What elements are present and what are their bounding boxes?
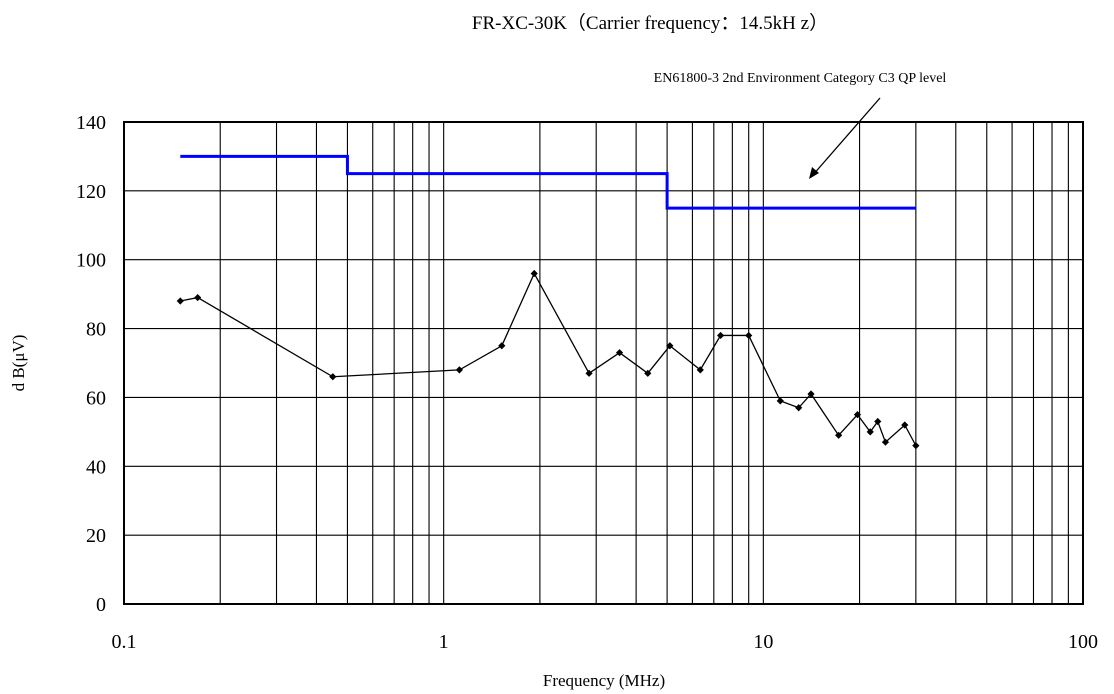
y-tick-label: 120 bbox=[76, 181, 106, 203]
data-point bbox=[329, 373, 337, 381]
data-point bbox=[835, 431, 843, 439]
x-tick-label: 1 bbox=[439, 631, 449, 653]
data-point bbox=[881, 438, 890, 446]
chart-title: FR-XC-30K（Carrier frequency：14.5kH z） bbox=[472, 12, 828, 34]
tick-labels: 0 20 40 60 80 100 120 140 0.1 1 10 100 bbox=[76, 112, 1098, 653]
limit-annotation: EN61800-3 2nd Environment Category C3 QP… bbox=[654, 71, 947, 86]
data-point bbox=[807, 390, 815, 398]
x-tick-label: 100 bbox=[1068, 631, 1098, 653]
x-tick-label: 10 bbox=[753, 631, 773, 653]
y-tick-label: 40 bbox=[86, 456, 106, 478]
x-axis-label: Frequency (MHz) bbox=[543, 671, 665, 690]
y-axis-label: d B(μV) bbox=[9, 335, 28, 392]
limit-line bbox=[180, 154, 916, 210]
grid-lines bbox=[123, 121, 1083, 605]
data-point bbox=[585, 369, 593, 377]
y-tick-label: 80 bbox=[86, 319, 106, 341]
y-tick-label: 100 bbox=[76, 250, 106, 272]
y-tick-label: 60 bbox=[86, 387, 106, 409]
data-point bbox=[666, 342, 674, 350]
y-tick-label: 20 bbox=[86, 525, 106, 547]
data-point bbox=[745, 331, 753, 340]
y-tick-label: 0 bbox=[96, 594, 106, 616]
measured-line bbox=[180, 272, 917, 446]
data-point bbox=[912, 442, 920, 450]
data-point bbox=[194, 293, 202, 302]
y-tick-label: 140 bbox=[76, 112, 106, 134]
data-point bbox=[644, 369, 652, 377]
data-point bbox=[696, 366, 704, 374]
plot-frame bbox=[123, 121, 1084, 605]
data-point bbox=[874, 417, 882, 426]
data-series bbox=[176, 154, 920, 450]
data-point bbox=[176, 297, 184, 305]
data-point bbox=[795, 404, 803, 412]
data-point bbox=[901, 421, 909, 429]
data-point bbox=[716, 331, 725, 340]
data-point bbox=[498, 342, 506, 350]
data-point bbox=[615, 349, 624, 357]
data-point bbox=[866, 428, 874, 436]
data-point bbox=[853, 411, 862, 419]
data-point bbox=[455, 366, 464, 374]
data-point bbox=[530, 269, 538, 278]
x-tick-label: 0.1 bbox=[112, 631, 137, 653]
annotation-arrow bbox=[811, 97, 881, 177]
data-point bbox=[776, 397, 784, 405]
